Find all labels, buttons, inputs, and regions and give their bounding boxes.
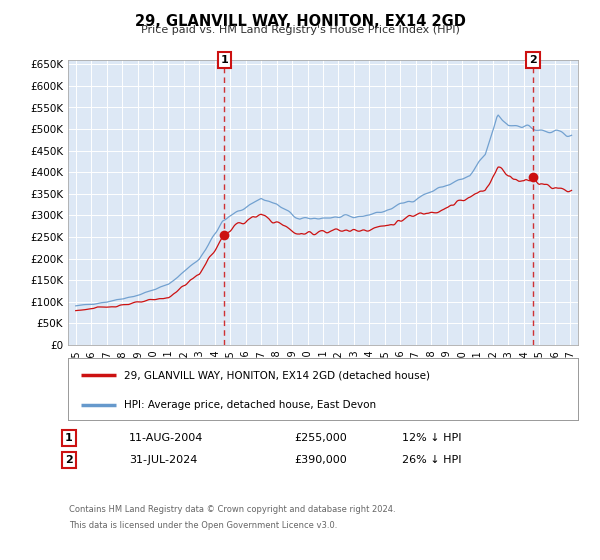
Text: 29, GLANVILL WAY, HONITON, EX14 2GD: 29, GLANVILL WAY, HONITON, EX14 2GD (134, 14, 466, 29)
Text: 1: 1 (221, 55, 228, 65)
Text: Price paid vs. HM Land Registry's House Price Index (HPI): Price paid vs. HM Land Registry's House … (140, 25, 460, 35)
Text: 31-JUL-2024: 31-JUL-2024 (129, 455, 197, 465)
Text: 2: 2 (65, 455, 73, 465)
Text: Contains HM Land Registry data © Crown copyright and database right 2024.: Contains HM Land Registry data © Crown c… (69, 506, 395, 515)
Text: 2: 2 (529, 55, 537, 65)
Text: 26% ↓ HPI: 26% ↓ HPI (402, 455, 461, 465)
Text: 12% ↓ HPI: 12% ↓ HPI (402, 433, 461, 443)
Text: £390,000: £390,000 (294, 455, 347, 465)
Text: 29, GLANVILL WAY, HONITON, EX14 2GD (detached house): 29, GLANVILL WAY, HONITON, EX14 2GD (det… (124, 370, 430, 380)
Text: £255,000: £255,000 (294, 433, 347, 443)
Text: 11-AUG-2004: 11-AUG-2004 (129, 433, 203, 443)
Text: This data is licensed under the Open Government Licence v3.0.: This data is licensed under the Open Gov… (69, 520, 337, 530)
Text: 1: 1 (65, 433, 73, 443)
Text: HPI: Average price, detached house, East Devon: HPI: Average price, detached house, East… (124, 399, 376, 409)
